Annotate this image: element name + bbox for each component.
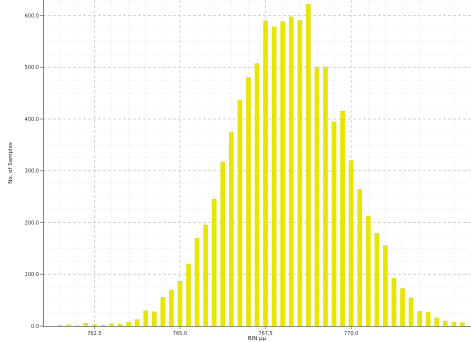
histogram-bar bbox=[451, 321, 457, 326]
histogram-bar bbox=[92, 324, 97, 326]
x-tick-label: 762.5 bbox=[87, 331, 101, 337]
histogram-bar bbox=[186, 263, 191, 326]
histogram-bar bbox=[400, 288, 405, 326]
histogram-bar bbox=[83, 322, 89, 326]
y-tick-label: 200.0 bbox=[25, 220, 39, 226]
histogram-bar bbox=[126, 321, 131, 326]
histogram-bar bbox=[408, 297, 414, 326]
histogram-bar bbox=[160, 297, 166, 326]
histogram-bar bbox=[74, 325, 80, 326]
y-tick-label: 0.0 bbox=[31, 324, 39, 330]
histogram-bar bbox=[331, 121, 337, 326]
y-tick-label: 300.0 bbox=[25, 169, 39, 175]
x-tick-label: 770.0 bbox=[344, 331, 358, 337]
x-tick-label: 765.0 bbox=[173, 331, 187, 337]
y-tick-label: 500.0 bbox=[25, 65, 39, 71]
histogram-bar bbox=[323, 66, 328, 326]
histogram-bar bbox=[391, 277, 397, 326]
histogram-bar bbox=[203, 224, 208, 326]
histogram-bar bbox=[263, 20, 268, 326]
histogram-bar bbox=[442, 320, 448, 326]
histogram-bar bbox=[177, 280, 183, 326]
histogram-bar bbox=[151, 311, 157, 326]
histogram-bar bbox=[280, 21, 286, 326]
histogram-bar bbox=[374, 232, 380, 326]
histogram-bar bbox=[66, 324, 72, 326]
histogram-bar bbox=[357, 188, 363, 326]
histogram-bar bbox=[271, 26, 277, 327]
histogram-bar bbox=[417, 310, 422, 326]
ticks: 0.0 100.0 200.0 300.0 400.0 500.0 600.0 762.5 76… bbox=[25, 13, 359, 337]
y-tick-label: 400.0 bbox=[25, 117, 39, 123]
x-axis-title: BIN μμ bbox=[248, 336, 267, 342]
histogram-bar bbox=[143, 310, 149, 326]
histogram-bar bbox=[434, 317, 440, 326]
histogram-bar bbox=[348, 160, 354, 326]
histogram-bar bbox=[169, 289, 174, 326]
y-tick-label: 100.0 bbox=[25, 272, 39, 278]
histogram-bar bbox=[220, 161, 226, 326]
histogram-bar bbox=[314, 66, 320, 326]
y-axis-title: No. of Samples bbox=[8, 142, 14, 184]
histogram-bar bbox=[460, 322, 465, 326]
histogram-bar bbox=[297, 20, 303, 327]
histogram-bar bbox=[288, 16, 294, 327]
histogram-bar bbox=[228, 131, 234, 326]
histogram-bar bbox=[254, 63, 260, 326]
grid bbox=[42, 0, 471, 326]
histogram-bar bbox=[134, 319, 140, 326]
histogram-bar bbox=[383, 245, 388, 326]
histogram-bar bbox=[306, 4, 311, 327]
histogram-bar bbox=[425, 312, 431, 326]
histogram-bar bbox=[211, 198, 217, 326]
histogram-bar bbox=[365, 215, 371, 326]
y-tick-label: 600.0 bbox=[25, 13, 39, 19]
histogram-bar bbox=[100, 324, 106, 326]
histogram-bar bbox=[194, 238, 200, 326]
histogram-bar bbox=[117, 323, 123, 326]
histogram-bar bbox=[246, 77, 251, 326]
bars bbox=[57, 4, 465, 327]
x-tick-label: 767.5 bbox=[258, 331, 272, 337]
histogram-bar bbox=[340, 110, 345, 326]
histogram-bar bbox=[57, 324, 63, 326]
histogram-bar bbox=[237, 99, 243, 326]
histogram-bar bbox=[109, 323, 114, 326]
